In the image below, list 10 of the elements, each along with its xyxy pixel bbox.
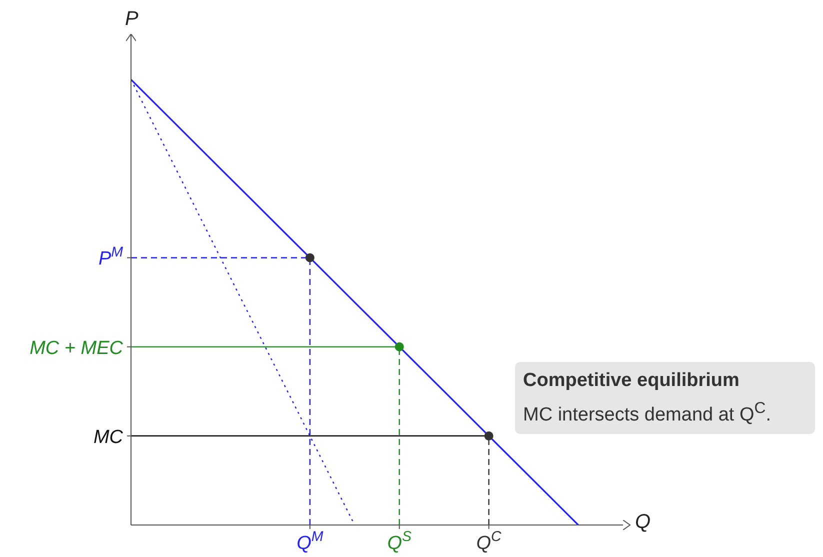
annotation: MC intersects demand at Q$^{C}$. [523, 399, 772, 428]
x-tick-label: Q$^{S}$ [387, 529, 412, 554]
x-tick-label: Q$^{C}$ [476, 529, 502, 554]
x-axis-title: Q [635, 511, 651, 534]
y-axis-title: P [125, 8, 138, 31]
x-tick-label: Q$^{M}$ [296, 529, 324, 554]
annotation: Competitive equilibrium [523, 369, 740, 393]
series-label: P$^{M}$ [98, 244, 124, 270]
series-label: MC [93, 426, 124, 448]
series-label: MC + MEC [30, 338, 124, 359]
